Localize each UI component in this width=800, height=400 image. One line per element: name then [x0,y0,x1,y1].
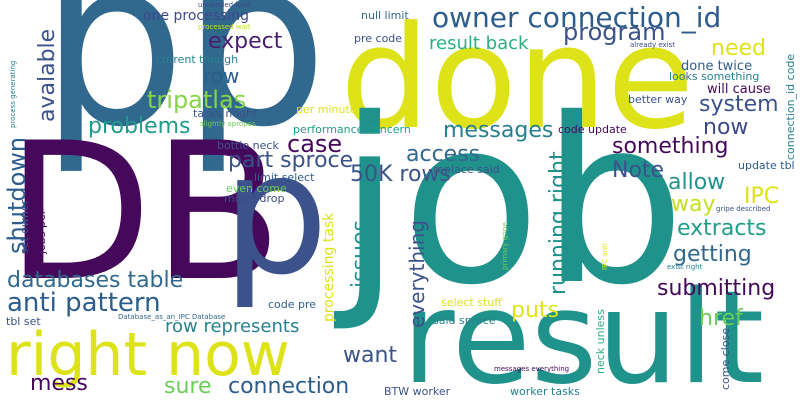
word-allow: allow [668,170,726,195]
word-ipc-anti: IPC anti [601,243,609,270]
word-issues: issues [348,220,373,288]
word-row: row [203,64,240,88]
word-problems: problems [88,114,191,139]
word-access: access [406,142,481,167]
word-done-twice: done twice [681,59,753,74]
word-tripatlas: tripatlas [147,86,247,114]
word-right-now: right now [6,320,290,390]
word-anti-pattern: anti pattern [7,288,161,318]
word-tasks-might: tasks might [193,107,258,120]
word-database-as-an-ipc-database: Database_as_an_IPC Database [118,313,226,321]
word-exist-right: exist right [667,263,703,271]
word-owner-connection-id: owner connection_id [432,1,722,34]
word-current-though: current though [156,53,239,66]
word-processing-task: processing task [321,212,337,322]
word-might-drop: might drop [224,192,285,205]
word-replace-said: replace said [433,163,500,176]
word-job: job [338,69,686,335]
word-said-sproce: said sproce [433,314,496,327]
word-getting: getting [673,242,752,267]
word-tbl-set: tbl set [6,315,41,328]
word-p-large-center: p [182,0,328,178]
word-case: case [287,130,343,158]
word-slightly-apropos: slightly apropos [200,120,256,128]
word-href: href [699,306,743,331]
word-program: program [563,18,666,46]
word-primary-gripe: primary gripe [501,222,509,270]
word-avalable: avalable [35,28,60,122]
word-even-come: even come [226,182,287,195]
word-come-close: come close [719,327,732,390]
word-databases-table: databases table [7,268,184,293]
word-p-medium: p [222,116,329,312]
word-processed-wait: processed wait [198,23,251,31]
word-result: result [402,264,765,400]
word-50k-rows: 50K rows [350,162,451,187]
word-connection-id-code: connection_id code [784,53,797,160]
word-one-processing: one processing [143,8,249,24]
word-process-generating: process generating [9,60,17,128]
word-limit-select: limit select [254,171,315,184]
word-select-stuff: select stuff [441,296,502,309]
word-note: Note [612,158,665,183]
word-update-tbl: update tbl [738,159,795,172]
word-messages: messages [443,118,554,143]
word-submitting: submitting [657,276,776,301]
word-db: DB [6,102,283,323]
word-something: something [612,134,729,159]
word-messages-everything: messages everything [494,365,570,373]
word-null-limit: null limit [361,9,409,22]
word-mess: mess [30,371,88,396]
word-set-owner: set owner [18,199,31,254]
word-already-exist: already exist [630,41,676,49]
word-want: want [343,343,398,368]
word-neck-unless: neck unless [594,309,607,374]
word-bottle-neck: bottle neck [217,139,279,152]
word-btw-worker: BTW worker [384,385,451,398]
word-jobs-per: jobs per [35,209,48,254]
word-expect: expect [208,29,283,54]
word-per-minute: per minute [296,103,357,116]
word-gripe-described: gripe described [716,205,771,213]
word-result-back: result back [429,33,529,54]
word-part-sproce: part sproce [228,148,354,173]
word-need: need [711,36,766,61]
word-puts: puts [511,298,559,323]
word-worker-tasks: worker tasks [510,385,580,398]
word-way: way [671,192,716,217]
word-running-right: running right [546,151,571,295]
word-connection: connection [228,374,350,399]
word-code-update: code update [558,123,627,136]
word-better-way: better way [628,93,688,106]
word-done: done [340,0,695,161]
word-everything: everything [405,220,429,328]
word-extracts: extracts [677,216,767,241]
word-performance-concern: performance concern [293,123,411,136]
word-now: now [703,115,749,140]
word-p-large-left: p [40,0,186,178]
word-will-cause: will cause [707,82,771,97]
word-system: system [699,92,779,117]
word-row-represents: row represents [165,316,300,337]
word-looks-something: looks something [669,70,760,83]
word-pre-code: pre code [354,32,403,45]
word-ipc: IPC [744,184,780,209]
word-unneeded-load: unneeded load [198,1,251,9]
word-sure: sure [164,374,212,399]
word-code-pre: code pre [268,298,317,311]
